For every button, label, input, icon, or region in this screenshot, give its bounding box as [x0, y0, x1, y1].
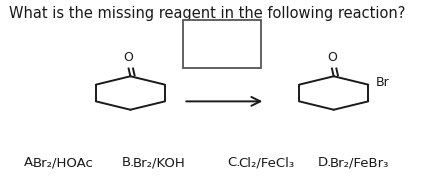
Text: Br₂/FeBr₃: Br₂/FeBr₃	[329, 156, 389, 169]
Text: C.: C.	[228, 156, 241, 169]
Text: Br₂/HOAc: Br₂/HOAc	[33, 156, 94, 169]
Text: Cl₂/FeCl₃: Cl₂/FeCl₃	[239, 156, 295, 169]
Text: B.: B.	[122, 156, 135, 169]
Text: O: O	[123, 51, 133, 64]
Text: D.: D.	[318, 156, 332, 169]
Text: A.: A.	[24, 156, 37, 169]
Text: Br₂/KOH: Br₂/KOH	[133, 156, 185, 169]
Text: What is the missing reagent in the following reaction?: What is the missing reagent in the follo…	[9, 6, 405, 21]
Text: O: O	[327, 51, 337, 64]
Bar	[183, 20, 261, 68]
Text: Br: Br	[376, 76, 390, 89]
